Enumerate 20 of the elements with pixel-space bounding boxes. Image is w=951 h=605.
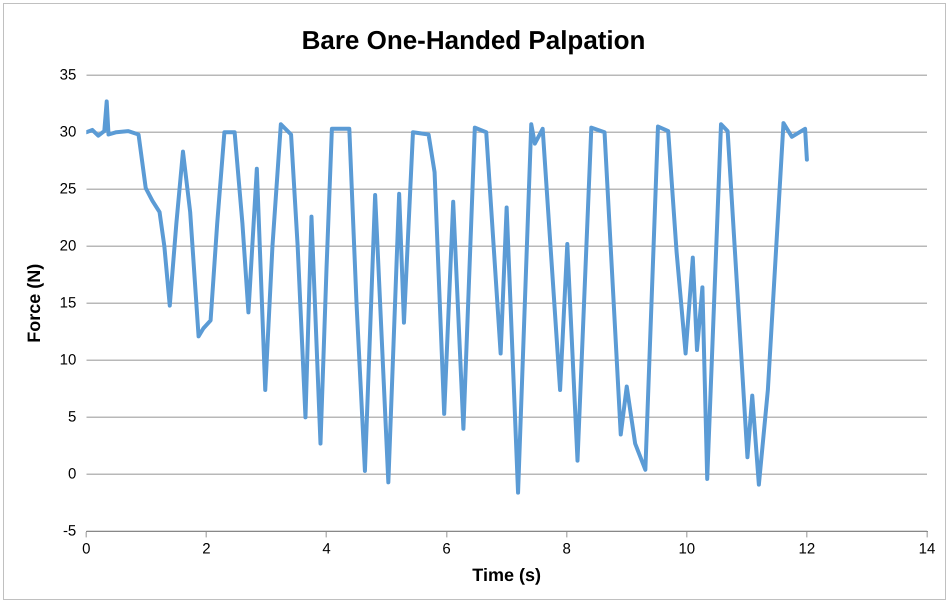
x-tick-label: 0 xyxy=(82,540,90,558)
x-tick-label: 12 xyxy=(798,540,816,558)
x-tick-label: 14 xyxy=(918,540,936,558)
y-tick-label: 5 xyxy=(68,408,76,426)
y-axis-title: Force (N) xyxy=(24,264,44,343)
y-tick-label: 10 xyxy=(60,351,76,368)
y-tick-label: 25 xyxy=(60,180,76,198)
y-tick-label: 20 xyxy=(60,237,76,254)
x-tick-label: 6 xyxy=(442,540,451,558)
x-tick-label: 2 xyxy=(202,540,211,558)
x-tick-label: 10 xyxy=(678,540,696,558)
chart-title: Bare One-Handed Palpation xyxy=(302,24,646,55)
x-axis-title: Time (s) xyxy=(472,565,541,586)
x-tick-label: 4 xyxy=(322,540,331,558)
y-tick-label: 15 xyxy=(60,294,76,312)
y-tick-label: 35 xyxy=(60,66,76,84)
y-tick-label: 30 xyxy=(60,123,76,140)
x-tick-label: 8 xyxy=(562,540,571,558)
y-tick-label: -5 xyxy=(62,522,76,540)
y-tick-label: 0 xyxy=(68,466,76,483)
